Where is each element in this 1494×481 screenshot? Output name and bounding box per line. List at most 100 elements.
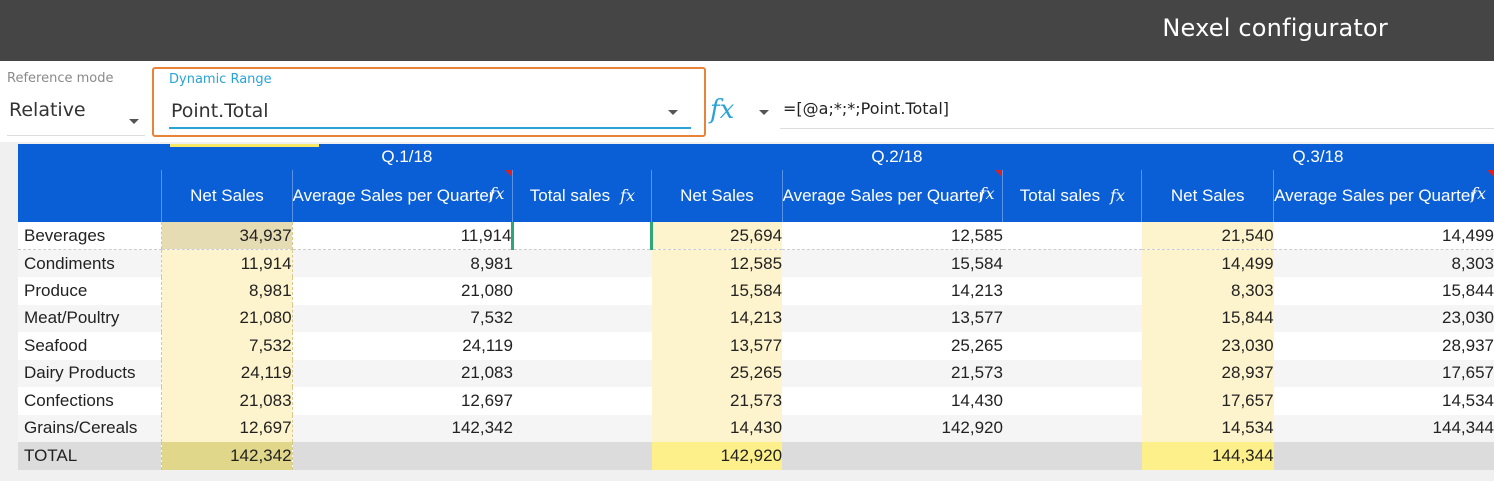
chevron-down-icon[interactable]: [129, 119, 139, 124]
total-sales-cell[interactable]: [1003, 277, 1142, 305]
avg-sales-cell[interactable]: 14,534: [1442, 390, 1494, 410]
avg-sales-cell[interactable]: [292, 442, 513, 470]
total-sales-cell[interactable]: [1002, 222, 1142, 250]
avg-sales-cell[interactable]: 8,303: [1273, 249, 1494, 277]
net-sales-cell[interactable]: 7,532: [161, 332, 293, 360]
net-sales-header[interactable]: Net Sales: [651, 170, 783, 222]
category-cell[interactable]: Produce: [24, 280, 88, 300]
total-sales-cell[interactable]: [512, 414, 652, 442]
net-sales-cell[interactable]: 15,844: [1141, 304, 1274, 332]
total-sales-cell[interactable]: [1002, 414, 1142, 442]
avg-sales-cell[interactable]: 11,914: [292, 222, 513, 250]
avg-sales-cell[interactable]: 14,499: [1273, 222, 1494, 250]
net-sales-cell[interactable]: 34,937: [161, 222, 293, 250]
total-sales-cell[interactable]: [512, 249, 652, 277]
net-sales-cell[interactable]: 25,694: [651, 222, 783, 250]
category-cell[interactable]: Seafood: [24, 335, 88, 355]
total-sales-cell[interactable]: [513, 277, 652, 305]
avg-sales-cell[interactable]: 12,585: [782, 222, 1003, 250]
category-cell[interactable]: TOTAL: [18, 442, 162, 470]
avg-sales-cell[interactable]: 142,342: [292, 414, 513, 442]
net-sales-cell[interactable]: 23,030: [1141, 332, 1274, 360]
net-sales-cell[interactable]: 11,914: [161, 249, 293, 277]
avg-sales-header[interactable]: Average Sales per Quarter fx: [1273, 170, 1494, 222]
avg-sales-cell[interactable]: 21,083: [292, 359, 513, 387]
reference-mode-select[interactable]: Reference mode Relative: [7, 71, 147, 136]
category-cell[interactable]: Confections: [24, 390, 114, 410]
net-sales-cell[interactable]: 8,981: [161, 277, 293, 305]
function-icon[interactable]: fx: [710, 95, 735, 125]
total-sales-cell[interactable]: [511, 222, 654, 250]
net-sales-cell[interactable]: 12,697: [161, 414, 293, 442]
total-sales-cell[interactable]: [1003, 332, 1142, 360]
net-sales-cell[interactable]: 21,573: [651, 387, 783, 415]
total-sales-cell[interactable]: [1002, 359, 1142, 387]
net-sales-cell[interactable]: 8,303: [1141, 277, 1274, 305]
net-sales-cell[interactable]: 21,540: [1141, 222, 1274, 250]
avg-sales-cell[interactable]: 15,844: [1442, 280, 1494, 300]
category-cell[interactable]: Beverages: [18, 222, 162, 250]
avg-sales-cell[interactable]: 24,119: [462, 335, 513, 355]
dynamic-range-select[interactable]: Dynamic Range Point.Total: [152, 67, 706, 137]
avg-sales-header[interactable]: Average Sales per Quarter fx: [781, 170, 1003, 222]
total-sales-cell[interactable]: [512, 442, 652, 470]
net-sales-cell[interactable]: 14,499: [1141, 249, 1274, 277]
avg-sales-cell[interactable]: 21,080: [460, 280, 513, 300]
net-sales-cell[interactable]: 24,119: [161, 359, 293, 387]
net-sales-cell[interactable]: 12,585: [651, 249, 783, 277]
net-sales-header[interactable]: Net Sales: [161, 170, 293, 222]
total-sales-cell[interactable]: [513, 332, 652, 360]
avg-sales-cell[interactable]: 17,657: [1273, 359, 1494, 387]
net-sales-cell[interactable]: 15,584: [651, 277, 783, 305]
formula-input[interactable]: =[@a;*;*;Point.Total]: [783, 99, 950, 118]
avg-sales-cell[interactable]: [1273, 442, 1494, 470]
avg-sales-cell[interactable]: 8,981: [292, 249, 513, 277]
net-sales-cell[interactable]: 28,937: [1141, 359, 1274, 387]
selected-column-indicator: [170, 144, 319, 147]
avg-sales-cell[interactable]: 7,532: [292, 304, 513, 332]
total-sales-cell[interactable]: [512, 359, 652, 387]
net-sales-cell[interactable]: 21,083: [161, 387, 293, 415]
net-sales-cell[interactable]: 21,080: [161, 304, 293, 332]
avg-sales-cell[interactable]: 14,430: [950, 390, 1003, 410]
chevron-down-icon[interactable]: [668, 110, 678, 115]
total-sales-cell[interactable]: [513, 387, 652, 415]
category-cell[interactable]: Condiments: [18, 249, 162, 277]
total-sales-cell[interactable]: [1002, 249, 1142, 277]
avg-sales-cell[interactable]: [782, 442, 1003, 470]
total-sales-cell[interactable]: [1002, 442, 1142, 470]
avg-sales-cell[interactable]: 28,937: [1442, 335, 1494, 355]
avg-sales-cell[interactable]: 142,920: [782, 414, 1003, 442]
avg-sales-cell[interactable]: 15,584: [782, 249, 1003, 277]
net-sales-cell[interactable]: 142,342: [161, 442, 293, 470]
net-sales-cell[interactable]: 14,213: [651, 304, 783, 332]
net-sales-cell[interactable]: 13,577: [651, 332, 783, 360]
avg-sales-header[interactable]: Average Sales per Quarter fx: [291, 170, 513, 222]
total-sales-header[interactable]: Total sales fx: [512, 170, 652, 222]
net-sales-cell[interactable]: 17,657: [1141, 387, 1274, 415]
total-sales-cell[interactable]: [1003, 387, 1142, 415]
total-sales-cell[interactable]: [512, 304, 652, 332]
net-sales-cell[interactable]: 25,265: [651, 359, 783, 387]
quarter-header[interactable]: Q.3/18: [1141, 144, 1494, 170]
quarter-header[interactable]: Q.1/18: [161, 144, 652, 170]
avg-sales-cell[interactable]: 21,573: [782, 359, 1003, 387]
net-sales-header[interactable]: Net Sales: [1141, 170, 1274, 222]
avg-sales-cell[interactable]: 13,577: [782, 304, 1003, 332]
quarter-header[interactable]: Q.2/18: [651, 144, 1142, 170]
total-sales-header[interactable]: Total sales fx: [1002, 170, 1142, 222]
category-cell[interactable]: Grains/Cereals: [18, 414, 162, 442]
chevron-down-icon[interactable]: [759, 110, 769, 115]
category-cell[interactable]: Meat/Poultry: [18, 304, 162, 332]
avg-sales-cell[interactable]: 23,030: [1273, 304, 1494, 332]
avg-sales-cell[interactable]: 25,265: [950, 335, 1003, 355]
avg-sales-cell[interactable]: 12,697: [460, 390, 513, 410]
net-sales-cell[interactable]: 144,344: [1141, 442, 1274, 470]
net-sales-cell[interactable]: 14,534: [1141, 414, 1274, 442]
net-sales-cell[interactable]: 142,920: [651, 442, 783, 470]
category-cell[interactable]: Dairy Products: [18, 359, 162, 387]
total-sales-cell[interactable]: [1002, 304, 1142, 332]
net-sales-cell[interactable]: 14,430: [651, 414, 783, 442]
avg-sales-cell[interactable]: 144,344: [1273, 414, 1494, 442]
avg-sales-cell[interactable]: 14,213: [950, 280, 1003, 300]
